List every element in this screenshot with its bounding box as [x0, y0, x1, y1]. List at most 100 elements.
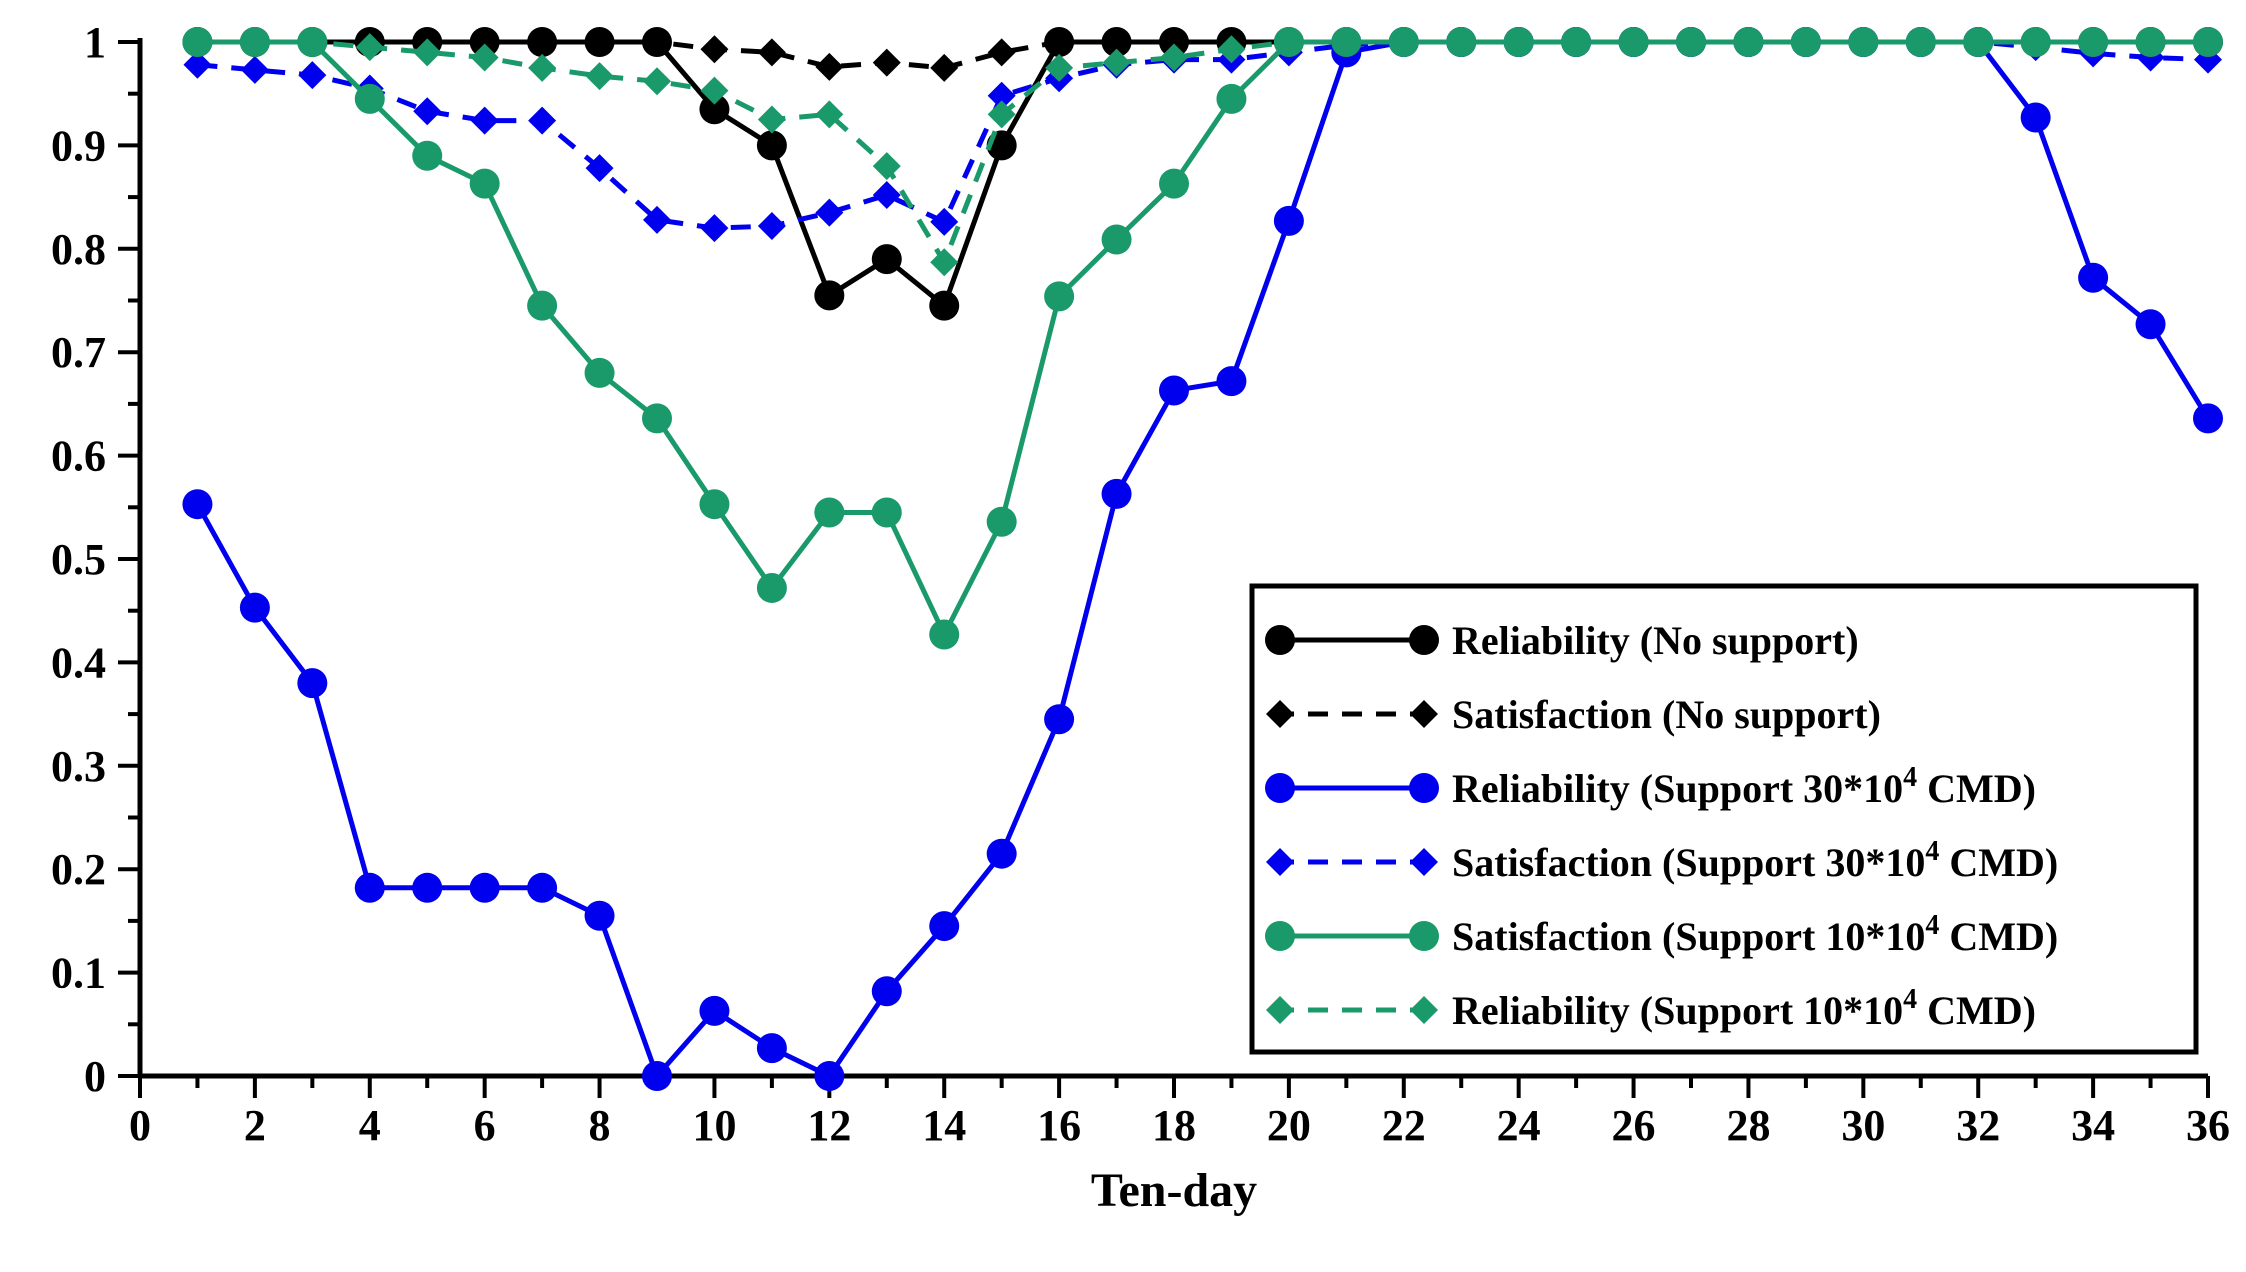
legend-entry: Satisfaction (Support 30*104 CMD) [1266, 836, 2058, 885]
data-point [413, 38, 442, 67]
data-point [757, 105, 786, 134]
data-point [1677, 28, 1705, 56]
y-tick-label: 0.2 [51, 845, 106, 894]
data-point [585, 28, 614, 56]
x-tick-label: 12 [807, 1101, 851, 1150]
data-point [183, 50, 212, 79]
legend-marker [1265, 773, 1295, 803]
data-point [757, 38, 786, 67]
legend-marker [1265, 921, 1295, 951]
x-tick-label: 24 [1497, 1101, 1541, 1150]
data-point [298, 28, 327, 56]
data-point [814, 497, 845, 528]
data-point [872, 181, 901, 210]
x-tick-label: 2 [244, 1101, 266, 1150]
data-point [757, 212, 786, 241]
data-point [354, 83, 385, 114]
data-point [642, 1061, 672, 1091]
x-tick-label: 26 [1612, 1101, 1656, 1150]
data-point [354, 872, 385, 903]
data-point [412, 872, 443, 903]
data-point [1216, 83, 1247, 114]
legend-marker [1410, 848, 1438, 876]
legend-marker [1266, 700, 1294, 728]
data-point [987, 38, 1016, 67]
data-point [1160, 28, 1188, 56]
data-point [1389, 28, 1418, 56]
axes: 0 2 4 6 8 10 12 14 16 18 20 22 24 26 28 30 32 34 3600.10.2… [51, 18, 2230, 1217]
data-point [584, 900, 615, 931]
legend-entry: Satisfaction (No support) [1266, 692, 1881, 737]
series-line [197, 39, 2209, 231]
data-point [987, 81, 1016, 110]
data-point [871, 497, 902, 528]
data-point [585, 154, 614, 183]
x-tick-label: 22 [1382, 1101, 1426, 1150]
data-point [1159, 375, 1189, 406]
x-tick-label: 0 [129, 1101, 151, 1150]
data-point [527, 290, 558, 321]
data-point [240, 28, 269, 56]
data-point [355, 33, 384, 62]
data-point [700, 35, 729, 64]
data-point [584, 357, 615, 388]
data-point [643, 28, 671, 56]
y-tick-label: 1 [84, 18, 106, 67]
x-tick-label: 18 [1152, 1101, 1196, 1150]
data-point [470, 28, 499, 56]
data-point [871, 244, 902, 275]
data-point [815, 100, 844, 129]
x-tick-label: 32 [1956, 1101, 2000, 1150]
legend-box [1249, 583, 2199, 1055]
data-point [700, 76, 729, 105]
data-point [1217, 35, 1246, 64]
data-point [1447, 28, 1476, 56]
data-point [413, 97, 442, 126]
data-point [699, 94, 730, 125]
y-tick-label: 0.8 [51, 225, 106, 274]
data-point [470, 106, 499, 135]
legend-label: Satisfaction (Support 10*104 CMD) [1452, 910, 2058, 959]
y-tick-label: 0.1 [51, 949, 106, 998]
data-point [239, 592, 270, 623]
data-point [240, 55, 269, 84]
data-point [1332, 28, 1361, 56]
data-point [756, 572, 787, 603]
data-point [1619, 28, 1648, 56]
data-point [297, 668, 328, 699]
y-tick-label: 0.4 [51, 638, 106, 687]
data-point [527, 872, 558, 903]
data-point [929, 290, 960, 321]
data-point [528, 53, 557, 82]
data-point [1562, 28, 1591, 56]
data-point [814, 1061, 845, 1091]
legend-marker [1266, 996, 1294, 1024]
data-point [1045, 53, 1074, 82]
data-point [642, 403, 672, 434]
legend-marker [1266, 848, 1294, 876]
legend-entry: Reliability (Support 10*104 CMD) [1266, 984, 2036, 1033]
data-point [872, 48, 901, 77]
data-point [1044, 704, 1075, 735]
y-tick-label: 0 [84, 1052, 106, 1101]
data-point [1734, 28, 1763, 56]
data-point [528, 106, 557, 135]
data-point [814, 280, 845, 311]
data-point [528, 28, 557, 56]
data-point [871, 976, 902, 1007]
series-5 [182, 27, 2223, 650]
data-point [2193, 403, 2223, 434]
data-point [756, 130, 787, 161]
data-point [756, 1033, 787, 1064]
data-point [1045, 28, 1074, 56]
data-point [986, 506, 1017, 537]
data-point [1044, 281, 1075, 312]
legend-label: Satisfaction (No support) [1452, 692, 1881, 737]
data-point [469, 872, 500, 903]
series-group [182, 27, 2223, 1091]
data-point [930, 248, 959, 277]
data-point [1102, 28, 1131, 56]
data-point [986, 838, 1017, 869]
data-point [815, 198, 844, 227]
